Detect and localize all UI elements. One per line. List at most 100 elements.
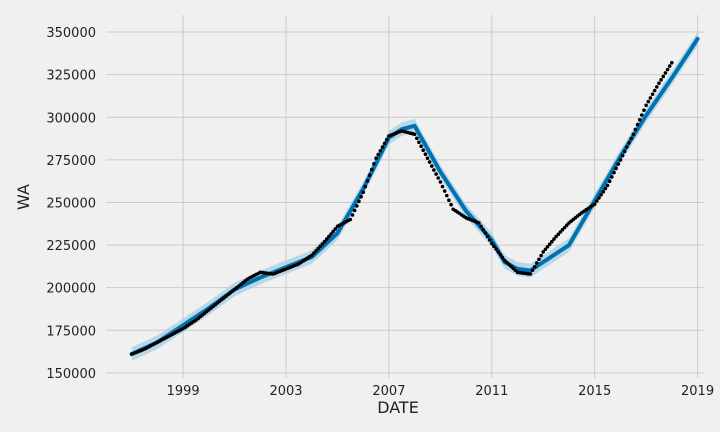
observation-point <box>492 244 496 248</box>
observation-point <box>485 234 490 239</box>
observation-point <box>357 199 361 204</box>
observation-point <box>432 168 436 172</box>
observation-point <box>595 199 599 203</box>
uncertainty-band <box>131 32 698 361</box>
observation-point <box>500 255 505 260</box>
observation-point <box>558 230 563 234</box>
observation-point <box>543 247 548 252</box>
observation-point <box>380 145 385 149</box>
observation-point <box>648 96 653 100</box>
observation-point <box>629 136 633 141</box>
observation-point <box>610 175 614 179</box>
observation-point <box>537 257 541 262</box>
observation-point <box>562 225 567 230</box>
observation-point <box>477 221 481 225</box>
observation-point <box>359 195 363 199</box>
observation-point <box>663 71 668 75</box>
observation-point <box>528 272 533 276</box>
forecast-line <box>129 36 700 357</box>
observation-point <box>667 64 672 68</box>
observation-point <box>316 246 321 251</box>
y-tick-labels: 150000 175000 200000 225000 250000 275000 3000… <box>46 26 96 382</box>
observation-point <box>376 152 381 157</box>
observation-point <box>449 202 453 207</box>
observation-point <box>644 103 648 108</box>
y-tick-label: 200000 <box>46 282 96 297</box>
observation-point <box>434 172 438 176</box>
y-axis-label: WA <box>14 184 33 210</box>
observation-point <box>635 122 640 127</box>
observation-point <box>601 189 606 194</box>
observation-point <box>565 223 569 227</box>
observation-point <box>361 190 366 194</box>
observation-point <box>552 237 556 241</box>
observation-point <box>642 108 646 112</box>
observation-point <box>646 99 651 104</box>
observation-point <box>592 202 597 206</box>
observation-point <box>367 173 372 177</box>
observation-point <box>616 162 621 166</box>
observation-point <box>637 118 642 122</box>
observation-point <box>445 193 449 198</box>
observation-point <box>436 176 441 180</box>
observation-point <box>560 227 565 232</box>
observation-point <box>599 193 603 197</box>
observation-point <box>415 136 419 141</box>
observation-point <box>545 245 550 249</box>
observation-point <box>327 234 331 239</box>
x-tick-label: 2015 <box>578 384 611 399</box>
forecast-line-layer <box>129 36 700 357</box>
observation-point <box>382 141 387 146</box>
y-tick-label: 350000 <box>46 26 96 41</box>
y-tick-label: 275000 <box>46 154 96 169</box>
y-tick-label: 325000 <box>46 69 96 84</box>
observation-point <box>490 241 494 246</box>
y-tick-label: 300000 <box>46 111 96 126</box>
observation-point <box>312 251 316 255</box>
observation-point <box>530 268 535 273</box>
observation-point <box>625 145 629 149</box>
observation-point <box>440 184 445 189</box>
observation-point <box>607 179 612 183</box>
observation-point <box>370 167 374 172</box>
observation-point <box>423 152 428 156</box>
y-tick-label: 175000 <box>46 324 96 339</box>
observation-point <box>539 253 543 258</box>
observation-point <box>494 247 498 251</box>
x-tick-label: 2019 <box>681 384 714 399</box>
y-tick-label: 225000 <box>46 239 96 254</box>
observation-point <box>350 213 355 217</box>
observation-point <box>483 231 488 235</box>
observation-point <box>481 227 486 232</box>
observation-point <box>374 156 378 160</box>
observation-point <box>322 239 327 244</box>
observation-point <box>421 148 426 152</box>
observation-point <box>331 229 336 234</box>
observation-point <box>597 196 601 200</box>
observation-point <box>622 149 627 154</box>
observation-point <box>652 88 657 93</box>
observation-point <box>365 179 370 183</box>
observation-point <box>378 149 383 153</box>
observation-point <box>310 253 314 258</box>
observation-points-layer <box>129 60 674 356</box>
observation-point <box>355 204 359 208</box>
y-tick-label: 150000 <box>46 367 96 382</box>
observation-point <box>554 234 558 239</box>
observation-point <box>614 166 618 171</box>
x-tick-label: 2011 <box>475 384 508 399</box>
observation-point <box>631 132 636 137</box>
x-tick-label: 2007 <box>372 384 405 399</box>
observation-point <box>535 261 539 265</box>
observation-point <box>325 237 329 241</box>
observation-point <box>442 189 447 193</box>
observation-point <box>329 232 333 236</box>
observation-point <box>655 85 659 89</box>
observation-point <box>430 164 434 168</box>
observation-point <box>363 184 368 189</box>
observation-point <box>479 224 483 229</box>
observation-point <box>438 180 443 184</box>
observation-point <box>352 208 357 213</box>
observation-point <box>427 160 432 164</box>
